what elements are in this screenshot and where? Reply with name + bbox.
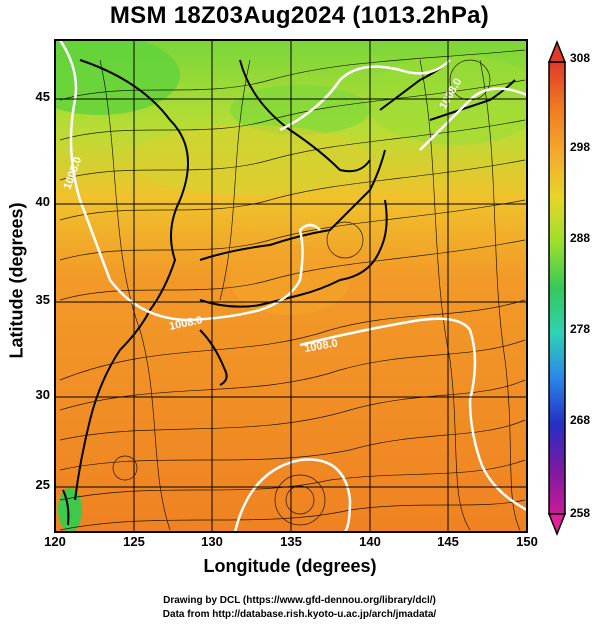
x-tick-label: 145	[437, 534, 459, 549]
x-tick-label: 150	[516, 534, 538, 549]
colorbar-min-arrow	[547, 513, 567, 537]
y-tick-label: 45	[35, 89, 50, 104]
x-tick-label: 130	[201, 534, 223, 549]
credit-data: Data from http://database.rish.kyoto-u.a…	[162, 609, 437, 620]
colorbar-tick-label: 298	[570, 140, 591, 154]
y-tick-label: 25	[35, 477, 50, 492]
colorbar-max-arrow	[547, 39, 567, 63]
colorbar-tick-label: 308	[570, 51, 591, 65]
colorbar-tick-label: 268	[570, 413, 591, 427]
x-tick-label: 120	[44, 534, 66, 549]
credit-drawing: Drawing by DCL (https://www.gfd-dennou.o…	[163, 595, 436, 606]
colorbar-tick-label: 278	[570, 322, 591, 336]
x-axis-title: Longitude (degrees)	[203, 556, 377, 576]
x-tick-label: 125	[123, 534, 145, 549]
x-tick-label: 140	[359, 534, 381, 549]
lat-lon-grid	[55, 40, 527, 532]
y-tick-label: 30	[35, 387, 50, 402]
y-tick-label: 35	[35, 292, 50, 307]
colorbar-tick-label: 258	[570, 506, 591, 520]
temperature-field	[55, 40, 527, 532]
contour-label: 1008.0	[303, 337, 338, 355]
colorbar	[547, 39, 567, 537]
colorbar-tick-label: 288	[570, 231, 591, 245]
y-axis-title: Latitude (degrees)	[6, 202, 27, 359]
pressure-contours	[58, 40, 527, 532]
plot-frame	[54, 39, 528, 533]
x-tick-label: 135	[280, 534, 302, 549]
y-tick-label: 40	[35, 194, 50, 209]
chart-title: MSM 18Z03Aug2024 (1013.2hPa)	[109, 2, 490, 29]
